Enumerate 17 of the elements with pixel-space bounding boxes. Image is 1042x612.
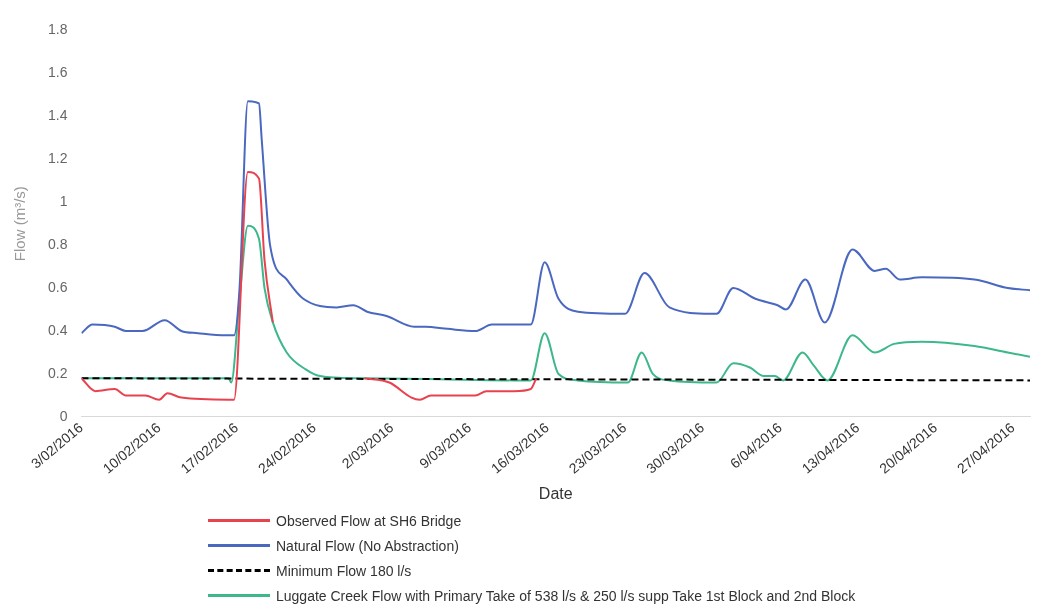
y-tick-label: 1.8: [47, 21, 68, 38]
legend-label: Minimum Flow 180 l/s: [276, 562, 412, 579]
x-axis-title: Date: [538, 484, 573, 502]
line-series: [81, 100, 1030, 337]
legend-label: Luggate Creek Flow with Primary Take of 538 l/s & 250 l/s supp Take 1st Block and 2nd Block: [276, 587, 856, 604]
y-tick-label: 1.2: [47, 150, 68, 167]
y-tick-label: 0.6: [47, 278, 68, 295]
y-tick-label: 1.4: [47, 107, 68, 124]
y-tick-label: 0.8: [47, 235, 68, 252]
y-tick-label: 0: [59, 407, 68, 424]
y-axis-title: Flow (m³/s): [11, 186, 29, 262]
legend-label: Natural Flow (No Abstraction): [276, 537, 459, 554]
y-tick-label: 1.6: [47, 64, 68, 81]
y-tick-label: 0.4: [47, 321, 68, 338]
legend-label: Observed Flow at SH6 Bridge: [276, 512, 462, 529]
y-tick-label: 1: [59, 193, 68, 210]
y-tick-label: 0.2: [47, 364, 68, 381]
